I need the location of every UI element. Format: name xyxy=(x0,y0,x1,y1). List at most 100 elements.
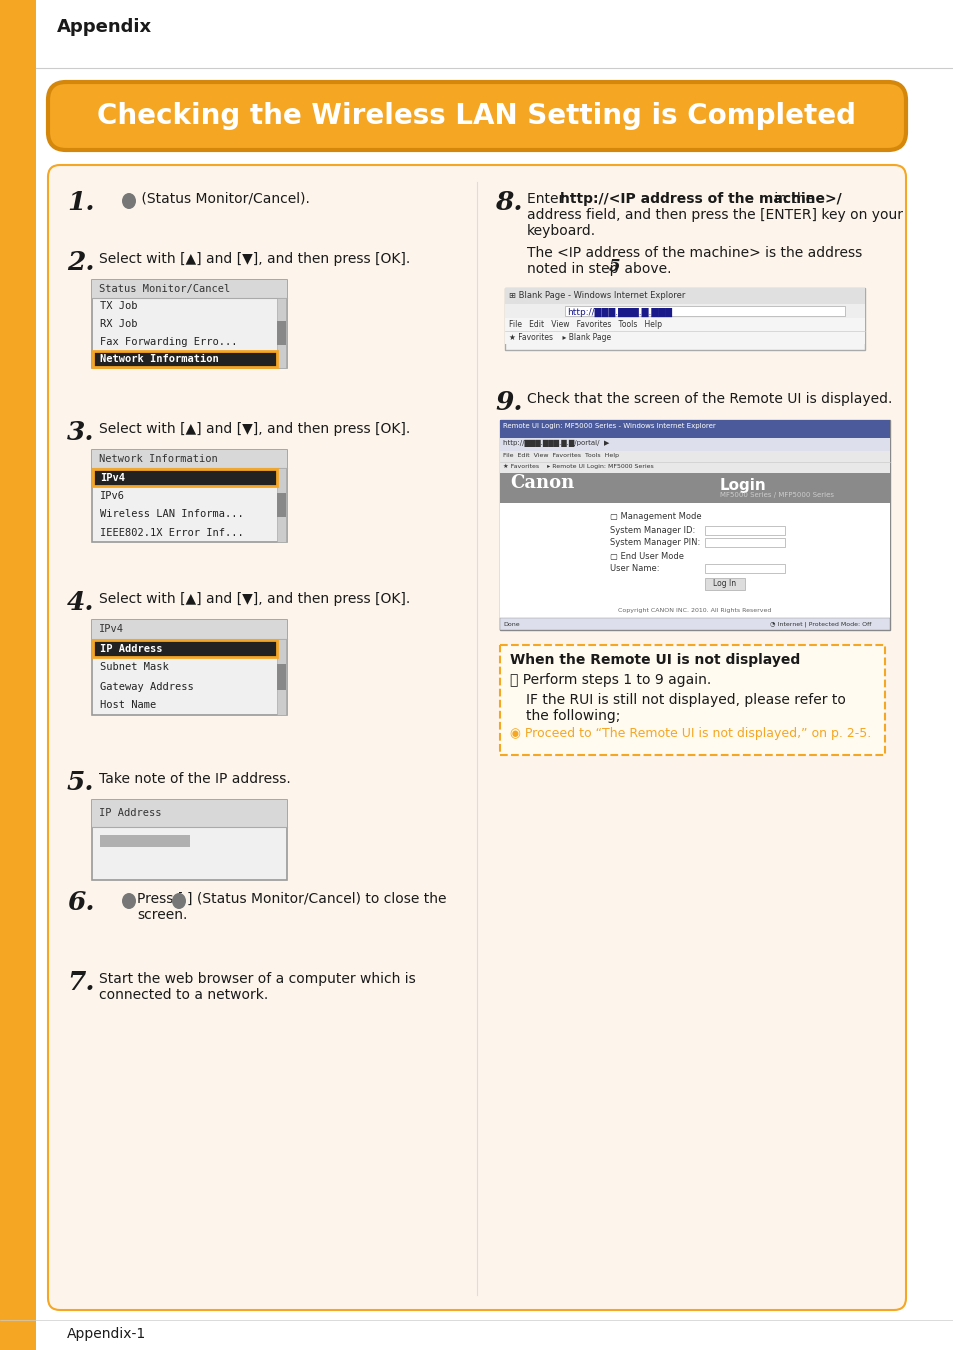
Text: IF the RUI is still not displayed, please refer to: IF the RUI is still not displayed, pleas… xyxy=(525,693,845,707)
Bar xyxy=(564,306,844,316)
Text: Gateway Address: Gateway Address xyxy=(100,682,193,691)
Text: ⊞ Blank Page - Windows Internet Explorer: ⊞ Blank Page - Windows Internet Explorer xyxy=(509,292,684,300)
Text: Login: Login xyxy=(720,478,766,493)
Text: ◉ Proceed to “The Remote UI is not displayed,” on p. 2-5.: ◉ Proceed to “The Remote UI is not displ… xyxy=(510,728,870,740)
Bar xyxy=(100,834,190,846)
Text: Network Information: Network Information xyxy=(99,454,217,464)
Text: http://<IP address of the machine>/: http://<IP address of the machine>/ xyxy=(559,192,841,207)
Text: Copyright CANON INC. 2010. All Rights Reserved: Copyright CANON INC. 2010. All Rights Re… xyxy=(618,608,771,613)
Text: 8.: 8. xyxy=(495,190,522,215)
Text: Network Information: Network Information xyxy=(100,354,218,364)
Bar xyxy=(91,620,287,716)
Text: When the Remote UI is not displayed: When the Remote UI is not displayed xyxy=(510,653,800,667)
Bar xyxy=(276,639,286,716)
Text: Log In: Log In xyxy=(713,579,736,589)
Text: IP Address: IP Address xyxy=(99,809,161,818)
Bar xyxy=(276,493,286,517)
Bar xyxy=(276,664,286,690)
Text: Select with [▲] and [▼], and then press [OK].: Select with [▲] and [▼], and then press … xyxy=(99,252,410,266)
Bar xyxy=(91,801,287,826)
Text: System Manager ID:: System Manager ID: xyxy=(609,526,695,535)
Text: Appendix: Appendix xyxy=(57,18,152,36)
FancyBboxPatch shape xyxy=(48,82,905,150)
Text: Take note of the IP address.: Take note of the IP address. xyxy=(99,772,291,786)
Text: IP Address: IP Address xyxy=(100,644,162,653)
Text: 2.: 2. xyxy=(67,250,94,275)
Text: connected to a network.: connected to a network. xyxy=(99,988,268,1002)
Text: Fax Forwarding Erro...: Fax Forwarding Erro... xyxy=(100,336,237,347)
Text: Select with [▲] and [▼], and then press [OK].: Select with [▲] and [▼], and then press … xyxy=(99,423,410,436)
FancyBboxPatch shape xyxy=(499,645,884,755)
Text: Check that the screen of the Remote UI is displayed.: Check that the screen of the Remote UI i… xyxy=(526,392,891,406)
Bar xyxy=(499,451,889,462)
Ellipse shape xyxy=(122,892,136,909)
Text: 7.: 7. xyxy=(67,971,94,995)
Bar xyxy=(499,472,889,618)
Bar xyxy=(91,450,287,541)
Text: 5.: 5. xyxy=(67,769,94,795)
FancyBboxPatch shape xyxy=(48,165,905,1310)
Text: The <IP address of the machine> is the address: The <IP address of the machine> is the a… xyxy=(526,246,862,261)
Bar xyxy=(276,468,286,541)
Text: keyboard.: keyboard. xyxy=(526,224,596,238)
Bar xyxy=(91,620,287,639)
Text: 4.: 4. xyxy=(67,590,94,616)
Text: TX Job: TX Job xyxy=(100,301,137,312)
Text: Host Name: Host Name xyxy=(100,701,156,710)
Ellipse shape xyxy=(172,892,186,909)
Bar xyxy=(499,472,889,504)
Text: 📓 Perform steps 1 to 9 again.: 📓 Perform steps 1 to 9 again. xyxy=(510,674,711,687)
Text: ★ Favorites    ▸ Blank Page: ★ Favorites ▸ Blank Page xyxy=(509,333,611,342)
Bar xyxy=(276,297,286,369)
Text: File  Edit  View  Favorites  Tools  Help: File Edit View Favorites Tools Help xyxy=(502,452,618,458)
Text: 9.: 9. xyxy=(495,390,522,414)
Text: Remote UI Login: MF5000 Series - Windows Internet Explorer: Remote UI Login: MF5000 Series - Windows… xyxy=(502,423,715,429)
Bar xyxy=(499,420,889,437)
Text: ▢ End User Mode: ▢ End User Mode xyxy=(609,552,683,562)
Text: above.: above. xyxy=(619,262,671,275)
Text: Status Monitor/Cancel: Status Monitor/Cancel xyxy=(99,284,230,294)
Bar xyxy=(499,618,889,630)
Bar xyxy=(92,640,276,657)
Text: Select with [▲] and [▼], and then press [OK].: Select with [▲] and [▼], and then press … xyxy=(99,593,410,606)
Text: in the: in the xyxy=(769,192,813,207)
Text: File   Edit   View   Favorites   Tools   Help: File Edit View Favorites Tools Help xyxy=(509,320,661,329)
Text: Start the web browser of a computer which is: Start the web browser of a computer whic… xyxy=(99,972,416,986)
Bar xyxy=(92,351,276,367)
Text: Subnet Mask: Subnet Mask xyxy=(100,663,169,672)
Text: 5: 5 xyxy=(608,258,620,275)
Text: 3.: 3. xyxy=(67,420,94,446)
Text: Done: Done xyxy=(502,621,519,626)
Text: IPv4: IPv4 xyxy=(100,472,125,482)
Text: ★ Favorites    ▸ Remote UI Login: MF5000 Series: ★ Favorites ▸ Remote UI Login: MF5000 Se… xyxy=(502,463,653,468)
Text: Enter: Enter xyxy=(526,192,568,207)
Bar xyxy=(91,279,287,297)
Text: http://███.███.█.███: http://███.███.█.███ xyxy=(566,308,671,317)
Bar xyxy=(504,304,864,319)
Text: screen.: screen. xyxy=(137,909,187,922)
Bar xyxy=(92,470,276,486)
Bar xyxy=(704,539,784,547)
Bar xyxy=(499,420,889,630)
Bar xyxy=(91,801,287,880)
Text: RX Job: RX Job xyxy=(100,319,137,329)
Bar xyxy=(0,0,36,1350)
Text: Press [: Press [ xyxy=(137,892,183,906)
Bar xyxy=(704,578,744,590)
Text: IEEE802.1X Error Inf...: IEEE802.1X Error Inf... xyxy=(100,528,244,537)
Bar xyxy=(499,462,889,472)
Bar xyxy=(499,437,889,451)
Text: IPv4: IPv4 xyxy=(99,625,124,634)
Text: IPv6: IPv6 xyxy=(100,491,125,501)
Text: MF5000 Series / MFP5000 Series: MF5000 Series / MFP5000 Series xyxy=(720,491,833,498)
Text: Checking the Wireless LAN Setting is Completed: Checking the Wireless LAN Setting is Com… xyxy=(97,103,856,130)
Text: the following;: the following; xyxy=(525,709,619,724)
Bar xyxy=(504,288,864,304)
Text: 1.: 1. xyxy=(67,190,94,215)
Text: address field, and then press the [ENTER] key on your: address field, and then press the [ENTER… xyxy=(526,208,902,221)
Text: User Name:: User Name: xyxy=(609,564,659,572)
Bar xyxy=(504,319,864,331)
Bar xyxy=(504,288,864,350)
Bar xyxy=(704,526,784,535)
Bar xyxy=(91,279,287,369)
